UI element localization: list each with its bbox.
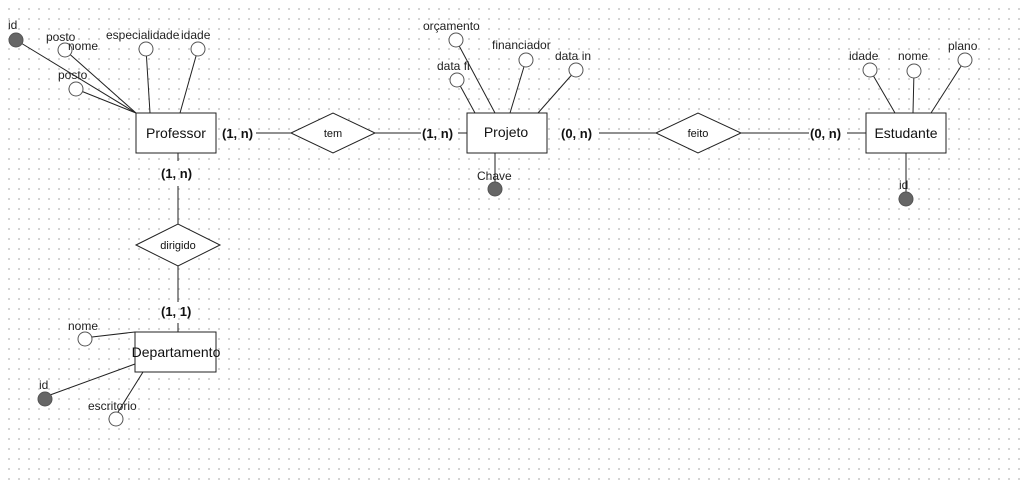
- attribute-label: nome: [898, 49, 928, 63]
- attribute-dot[interactable]: [68, 81, 84, 97]
- entity-projeto-box[interactable]: [466, 112, 548, 154]
- relationship-tem-label: tem: [324, 128, 342, 140]
- attribute-professor-id[interactable]: id: [8, 18, 24, 48]
- relationship-tem-diamond[interactable]: [289, 112, 377, 154]
- attribute-departamento-nome[interactable]: nome: [68, 319, 98, 347]
- attribute-professor-idade[interactable]: idade: [181, 28, 211, 57]
- line-projeto-orcamento: [455, 39, 496, 114]
- attribute-label: data in: [555, 49, 591, 63]
- key-attribute-dot[interactable]: [8, 32, 24, 48]
- line-professor-posto: [75, 88, 137, 114]
- attribute-label: posto: [58, 68, 88, 82]
- entity-professor[interactable]: Professor: [135, 112, 217, 154]
- cardinality-departamento-dirigido: (1, 1): [161, 304, 191, 319]
- attribute-label: id: [899, 178, 908, 192]
- attribute-label: nome: [68, 39, 98, 53]
- attribute-professor-especialidade[interactable]: especialidade: [106, 28, 180, 57]
- key-attribute-dot[interactable]: [898, 191, 914, 207]
- attribute-label: data fi: [437, 59, 470, 73]
- relationship-tem[interactable]: tem: [289, 112, 377, 154]
- attribute-label: idade: [181, 28, 211, 42]
- entity-estudante-box[interactable]: [865, 112, 947, 154]
- attribute-departamento-id[interactable]: id: [37, 378, 53, 407]
- attribute-estudante-id[interactable]: id: [898, 178, 914, 207]
- relationship-feito[interactable]: feito: [654, 112, 743, 154]
- attribute-professor-nome[interactable]: nome: [68, 39, 98, 53]
- line-estudante-idade: [869, 69, 896, 114]
- entity-estudante[interactable]: Estudante: [865, 112, 947, 154]
- attribute-label: escritorio: [88, 399, 137, 413]
- attribute-dot[interactable]: [957, 52, 973, 68]
- attribute-label: id: [8, 18, 17, 32]
- attribute-professor-posto[interactable]: posto: [58, 68, 88, 97]
- attribute-dot[interactable]: [108, 411, 124, 427]
- line-departamento-nome: [91, 331, 136, 338]
- line-professor-idade: [179, 48, 199, 114]
- attribute-dot[interactable]: [449, 72, 465, 88]
- attribute-projeto-financiador[interactable]: financiador: [492, 38, 551, 68]
- key-attribute-dot[interactable]: [487, 181, 503, 197]
- relationship-dirigido-diamond[interactable]: [134, 223, 222, 267]
- attribute-projeto-data-in[interactable]: data in: [555, 49, 591, 78]
- attribute-estudante-plano[interactable]: plano: [948, 39, 978, 68]
- attribute-dot[interactable]: [448, 32, 464, 48]
- cardinality-professor-tem: (1, n): [222, 126, 253, 141]
- line-departamento-id: [49, 363, 136, 396]
- attribute-label: plano: [948, 39, 978, 53]
- attribute-dot[interactable]: [568, 62, 584, 78]
- attribute-projeto-orcamento[interactable]: orçamento: [423, 19, 480, 48]
- relationship-feito-diamond[interactable]: [654, 112, 743, 154]
- attribute-label: idade: [849, 49, 879, 63]
- attribute-label: posto: [46, 30, 76, 44]
- attribute-dot[interactable]: [518, 52, 534, 68]
- line-departamento-escritorio: [117, 371, 144, 413]
- cardinality-estudante-feito: (0, n): [810, 126, 841, 141]
- cardinality-projeto-tem: (1, n): [422, 126, 453, 141]
- attribute-projeto-data-fi[interactable]: data fi: [437, 59, 470, 88]
- line-projeto-data-in: [537, 69, 577, 114]
- relationship-dirigido-label: dirigido: [160, 240, 195, 252]
- attribute-label: orçamento: [423, 19, 480, 33]
- entity-estudante-label: Estudante: [874, 125, 937, 141]
- attribute-departamento-escritorio[interactable]: escritorio: [88, 399, 137, 427]
- cardinality-professor-dirigido: (1, n): [161, 166, 192, 181]
- attribute-projeto-chave[interactable]: Chave: [477, 169, 512, 197]
- attribute-estudante-idade[interactable]: idade: [849, 49, 879, 78]
- line-estudante-plano: [930, 59, 966, 114]
- attribute-label: financiador: [492, 38, 551, 52]
- cardinality-projeto-feito: (0, n): [561, 126, 592, 141]
- entity-departamento[interactable]: Departamento: [132, 331, 221, 373]
- entity-projeto[interactable]: Projeto: [466, 112, 548, 154]
- attribute-dot[interactable]: [906, 63, 922, 79]
- entity-departamento-label: Departamento: [132, 344, 221, 360]
- attribute-professor-posto-top[interactable]: posto: [46, 30, 76, 58]
- connector-lines: [15, 39, 966, 413]
- attribute-label: especialidade: [106, 28, 180, 42]
- relationship-dirigido[interactable]: dirigido: [134, 223, 222, 267]
- attribute-label: nome: [68, 319, 98, 333]
- entity-professor-box[interactable]: [135, 112, 217, 154]
- attribute-dot[interactable]: [138, 41, 154, 57]
- line-projeto-financiador: [509, 59, 527, 114]
- attribute-label: id: [39, 378, 48, 392]
- attribute-label: Chave: [477, 169, 512, 183]
- attribute-dot[interactable]: [57, 42, 73, 58]
- entity-professor-label: Professor: [146, 125, 206, 141]
- line-professor-nome: [64, 49, 137, 114]
- line-professor-especialidade: [145, 48, 151, 114]
- attribute-dot[interactable]: [862, 62, 878, 78]
- entity-departamento-box[interactable]: [134, 331, 217, 373]
- attribute-dot[interactable]: [190, 41, 206, 57]
- key-attribute-dot[interactable]: [37, 391, 53, 407]
- relationship-feito-label: feito: [688, 128, 709, 140]
- attribute-dot[interactable]: [77, 331, 93, 347]
- attribute-estudante-nome[interactable]: nome: [898, 49, 928, 79]
- entity-projeto-label: Projeto: [484, 124, 529, 140]
- line-professor-id: [15, 39, 137, 114]
